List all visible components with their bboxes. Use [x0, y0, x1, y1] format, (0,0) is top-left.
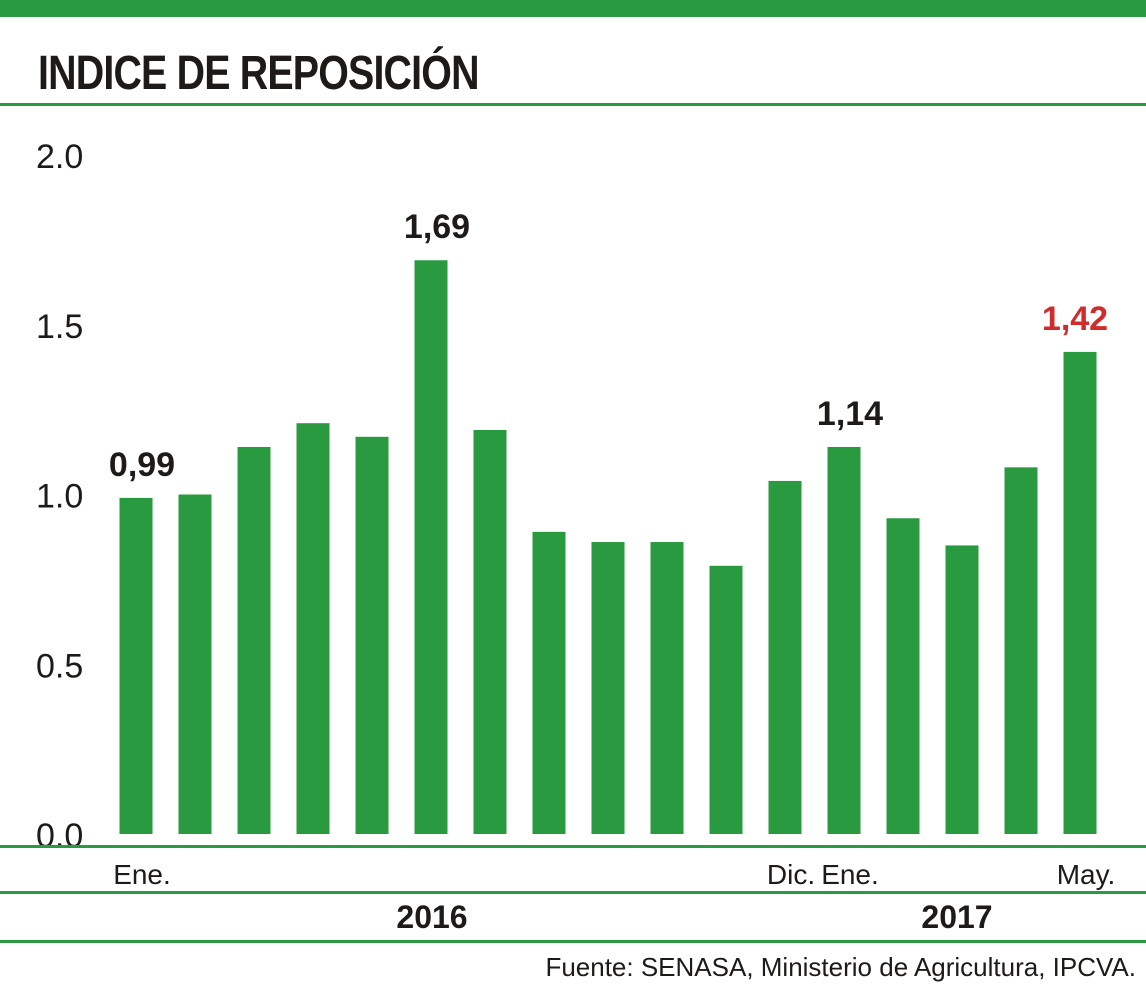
bar-value-label: 1,42: [1042, 300, 1108, 338]
bar: [827, 446, 861, 834]
x-tick-label: Dic.: [767, 859, 815, 890]
bar: [237, 446, 271, 834]
y-tick-label: 1.0: [36, 478, 83, 516]
bar: [414, 260, 448, 834]
bar: [119, 497, 153, 834]
month-rule: [0, 891, 1146, 894]
bar: [709, 565, 743, 834]
x-tick-label: May.: [1057, 859, 1116, 890]
bar: [532, 531, 566, 834]
bar: [650, 542, 684, 834]
bar-value-label: 1,69: [404, 208, 470, 246]
bars: [119, 260, 1097, 834]
year-label: 2016: [396, 899, 467, 935]
y-tick-label: 1.5: [36, 308, 83, 346]
bar-value-label: 1,14: [817, 395, 883, 433]
y-axis-ticks: 0.0 0.5 1.0 1.5 2.0: [36, 138, 83, 855]
bar: [945, 545, 979, 834]
year-labels: 2016 2017: [396, 899, 992, 935]
bar: [473, 429, 507, 834]
source-note: Fuente: SENASA, Ministerio de Agricultur…: [545, 952, 1136, 982]
data-labels: 0,99 1,69 1,14 1,42: [109, 208, 1108, 484]
year-label: 2017: [921, 899, 992, 935]
bar: [886, 518, 920, 834]
chart-title: INDICE DE REPOSICIÓN: [38, 47, 480, 100]
bar: [178, 494, 212, 834]
x-tick-label: Ene.: [821, 859, 879, 890]
y-tick-label: 0.0: [36, 817, 83, 855]
top-accent-bar: [0, 0, 1146, 17]
bar: [355, 436, 389, 834]
bar: [591, 542, 625, 834]
bar: [296, 423, 330, 834]
y-tick-label: 0.5: [36, 647, 83, 685]
x-tick-label: Ene.: [113, 859, 171, 890]
year-rule: [0, 940, 1146, 943]
bar-value-label: 0,99: [109, 446, 175, 484]
title-rule: [0, 103, 1146, 106]
y-tick-label: 2.0: [36, 138, 83, 176]
bar: [1004, 467, 1038, 834]
axis-rule: [0, 845, 1146, 848]
bar: [1063, 351, 1097, 834]
x-axis-ticks: Ene. Dic. Ene. May.: [113, 859, 1115, 890]
bar: [768, 480, 802, 834]
